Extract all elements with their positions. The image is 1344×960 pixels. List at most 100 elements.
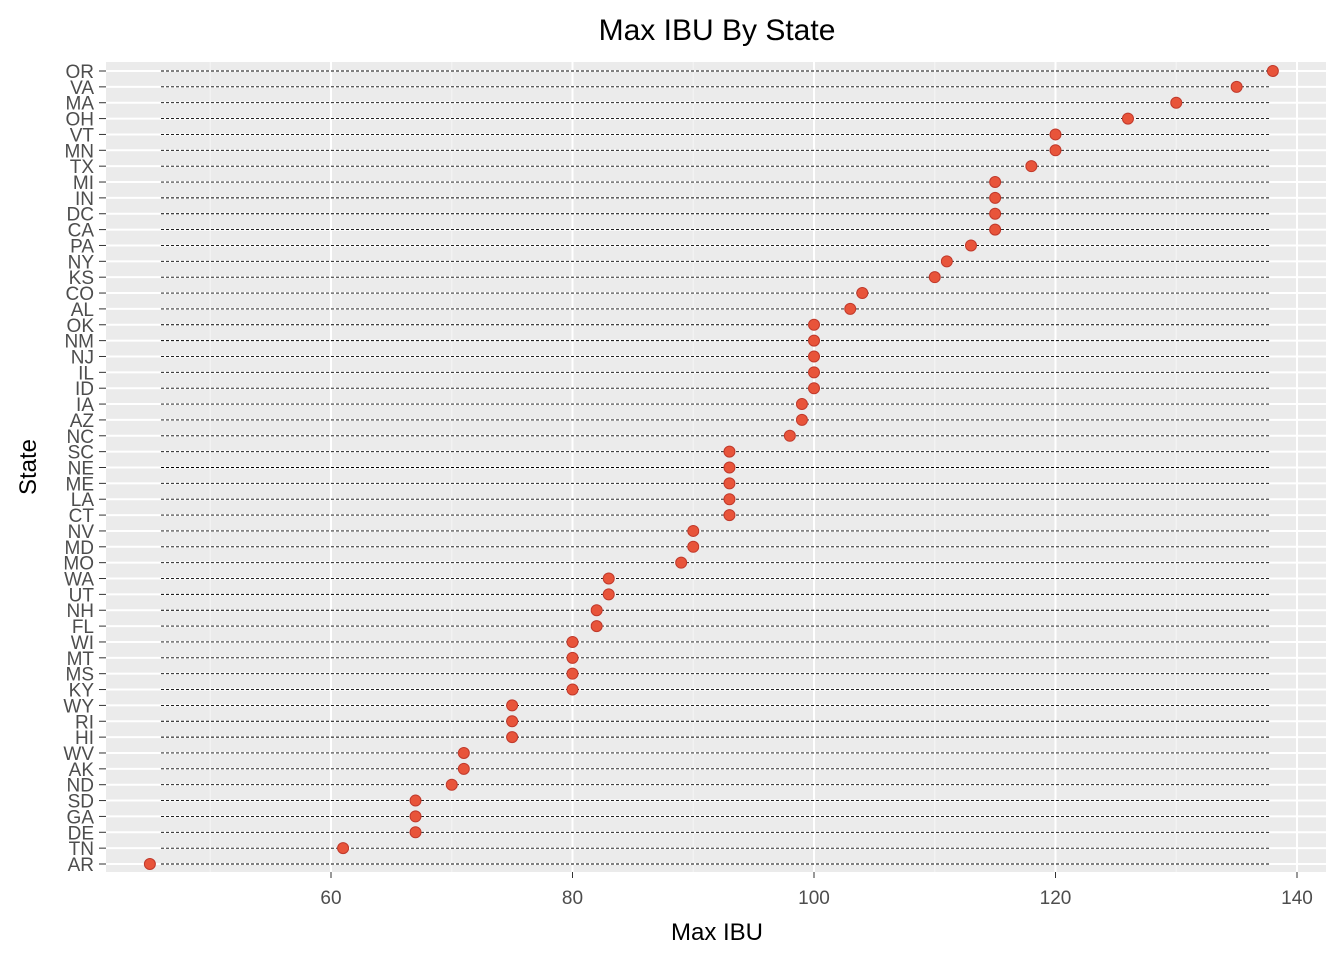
y-tick-label: AZ bbox=[70, 411, 95, 432]
data-point bbox=[795, 398, 808, 411]
data-point bbox=[566, 683, 579, 696]
data-point bbox=[723, 461, 736, 474]
y-tick-label: GA bbox=[67, 807, 95, 828]
y-tick-label: AL bbox=[71, 300, 94, 321]
data-point bbox=[409, 810, 422, 823]
y-tick-label: MI bbox=[73, 173, 94, 194]
data-point bbox=[928, 271, 941, 284]
data-point bbox=[856, 287, 869, 300]
data-point bbox=[687, 540, 700, 553]
y-tick-label: OK bbox=[67, 316, 95, 337]
data-point bbox=[989, 176, 1002, 189]
y-tick-label: MA bbox=[66, 94, 95, 115]
y-tick-label: FL bbox=[72, 617, 94, 638]
y-tick-label: KY bbox=[69, 681, 95, 702]
y-tick-label: TN bbox=[69, 839, 94, 860]
data-point bbox=[808, 350, 820, 363]
y-tick-label: NY bbox=[68, 252, 95, 273]
y-tick-label: CT bbox=[69, 506, 95, 527]
x-tick-label: 100 bbox=[798, 888, 830, 909]
data-point bbox=[989, 191, 1002, 204]
y-tick-label: NC bbox=[67, 427, 94, 448]
data-point bbox=[143, 858, 156, 870]
x-axis-labels: 60 80 100 120 140 bbox=[320, 872, 1313, 909]
y-axis-labels: ORVAMAOHVTMNTXMIINDCCAPANYKSCOALOKNMNJIL… bbox=[63, 62, 106, 876]
data-point bbox=[409, 826, 422, 839]
data-point bbox=[1170, 96, 1183, 109]
data-point bbox=[337, 842, 350, 855]
y-tick-label: VT bbox=[70, 125, 95, 146]
y-tick-label: VA bbox=[70, 78, 94, 99]
data-point bbox=[964, 239, 977, 252]
data-point bbox=[989, 207, 1002, 220]
y-tick-label: MS bbox=[66, 665, 95, 686]
data-point bbox=[566, 635, 579, 648]
x-tick-label: 120 bbox=[1040, 888, 1072, 909]
data-point bbox=[1025, 160, 1038, 173]
data-point bbox=[940, 255, 953, 268]
data-point bbox=[457, 746, 470, 759]
chart-title: Max IBU By State bbox=[599, 14, 836, 47]
data-point bbox=[1049, 128, 1062, 141]
y-tick-label: ND bbox=[67, 776, 94, 797]
data-point bbox=[723, 477, 736, 490]
data-point bbox=[723, 509, 736, 522]
data-point bbox=[457, 762, 470, 775]
x-tick-label: 140 bbox=[1281, 888, 1313, 909]
data-point bbox=[590, 620, 603, 633]
data-point bbox=[506, 715, 519, 728]
y-tick-label: NE bbox=[68, 459, 94, 480]
data-point bbox=[602, 572, 615, 585]
data-point bbox=[1121, 112, 1134, 125]
y-tick-label: DC bbox=[67, 205, 94, 226]
data-point bbox=[506, 731, 519, 744]
y-tick-label: ME bbox=[66, 474, 95, 495]
x-tick-label: 80 bbox=[562, 888, 583, 909]
data-point bbox=[808, 382, 820, 395]
data-point bbox=[566, 651, 579, 664]
y-tick-label: PA bbox=[70, 236, 94, 257]
y-tick-label: IL bbox=[78, 363, 94, 384]
y-tick-label: AK bbox=[69, 760, 95, 781]
y-tick-label: NM bbox=[64, 332, 94, 353]
data-point bbox=[590, 604, 603, 617]
data-point bbox=[808, 334, 820, 347]
y-tick-label: SC bbox=[68, 443, 94, 464]
data-point bbox=[675, 556, 688, 569]
x-axis-title: Max IBU bbox=[671, 919, 763, 946]
y-tick-label: WV bbox=[63, 744, 94, 765]
data-points bbox=[143, 65, 1279, 870]
data-point bbox=[723, 445, 736, 458]
data-point bbox=[808, 318, 820, 331]
data-point bbox=[445, 778, 458, 791]
y-tick-label: MT bbox=[67, 649, 95, 670]
data-point bbox=[808, 366, 820, 379]
data-point bbox=[783, 429, 796, 442]
y-tick-label: LA bbox=[71, 490, 95, 511]
y-tick-label: UT bbox=[69, 585, 95, 606]
data-point bbox=[989, 223, 1002, 236]
data-point bbox=[723, 493, 736, 506]
y-tick-label: NJ bbox=[71, 347, 94, 368]
data-point bbox=[687, 524, 700, 537]
data-point bbox=[506, 699, 519, 712]
y-tick-label: WA bbox=[64, 570, 94, 591]
y-tick-label: OH bbox=[66, 110, 95, 131]
data-point bbox=[566, 667, 579, 680]
y-tick-label: IN bbox=[75, 189, 94, 210]
y-tick-label: DE bbox=[68, 823, 94, 844]
data-point bbox=[409, 794, 422, 807]
y-tick-label: OR bbox=[66, 62, 95, 83]
y-tick-label: HI bbox=[75, 728, 94, 749]
y-tick-label: CA bbox=[68, 221, 95, 242]
y-tick-label: TX bbox=[70, 157, 95, 178]
y-tick-label: SD bbox=[68, 792, 94, 813]
data-point bbox=[1266, 65, 1279, 77]
y-tick-label: WI bbox=[71, 633, 94, 654]
y-tick-label: NH bbox=[67, 601, 94, 622]
y-tick-label: NV bbox=[68, 522, 95, 543]
data-point bbox=[844, 302, 857, 315]
y-tick-label: ID bbox=[75, 379, 94, 400]
data-point bbox=[602, 588, 615, 601]
